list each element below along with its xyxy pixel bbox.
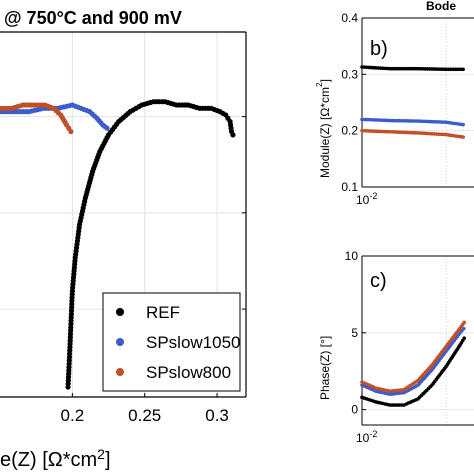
data-point: [461, 122, 465, 127]
series-spslow800: [360, 320, 467, 394]
data-point: [461, 135, 465, 139]
series-spslow800: [0, 102, 74, 135]
data-point: [230, 132, 236, 138]
panel-c-label: c): [370, 270, 387, 292]
y-tick-label: 0.4: [341, 11, 358, 25]
bode-module-panel: Bode 0.4 0.3 0.2 0.110-2 b) Module(Z) [Ω*cm…: [314, 0, 474, 207]
y-tick-label: 0.1: [341, 180, 358, 194]
y-tick-label: 0.3: [341, 67, 358, 81]
series-spslow800: [360, 128, 465, 139]
legend-label: SPslow800: [146, 363, 231, 382]
data-point: [104, 125, 110, 131]
series-spslow1050: [360, 326, 466, 397]
data-point: [462, 320, 467, 325]
legend-marker: [116, 368, 124, 376]
legend-marker: [116, 338, 124, 346]
nyquist-x-tick-label: 0.3: [205, 406, 229, 425]
series-ref: [65, 99, 236, 390]
data-point: [462, 336, 467, 340]
nyquist-x-tick-label: 0.25: [128, 406, 161, 425]
series-spslow1050: [360, 117, 465, 127]
phase-ylabel: Phase(Z) [°]: [318, 336, 332, 400]
legend-box: [102, 292, 241, 392]
nyquist-title: @ 750°C and 900 mV: [4, 8, 182, 28]
bode-title: Bode: [426, 0, 456, 13]
data-point: [68, 128, 74, 135]
legend: REF SPslow1050 SPslow800: [102, 292, 241, 392]
series-ref: [360, 65, 465, 72]
nyquist-xlabel: e(Z) [Ω*cm2]: [0, 446, 111, 471]
module-ylabel: Module(Z) [Ω*cm2]: [314, 79, 332, 178]
x-tick-label: 10-2: [356, 429, 377, 445]
bode-phase-panel: 10 5 0 10-2 c) Phase(Z) [°]: [318, 249, 474, 445]
nyquist-x-tick-label: 0.2: [61, 406, 85, 425]
y-tick-label: 5: [351, 326, 358, 340]
y-tick-label: 10: [345, 249, 359, 263]
data-point: [461, 326, 466, 331]
x-tick-label: 10-2: [356, 191, 377, 207]
nyquist-panel: @ 750°C and 900 mV 0.2 0.25 0.3 e(Z) [Ω*cm…: [0, 8, 247, 471]
panel-b-label: b): [370, 38, 388, 60]
legend-label: SPslow1050: [146, 333, 241, 352]
data-point: [461, 67, 465, 72]
series-ref: [360, 336, 467, 407]
legend-marker: [116, 308, 124, 316]
series-spslow1050: [0, 102, 110, 131]
y-tick-label: 0: [351, 403, 358, 417]
legend-label: REF: [146, 303, 180, 322]
y-tick-label: 0.2: [341, 124, 358, 138]
